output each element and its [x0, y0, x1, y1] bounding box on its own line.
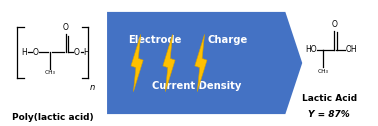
Polygon shape: [163, 34, 175, 92]
Text: Charge: Charge: [207, 35, 247, 45]
Text: H: H: [83, 48, 89, 57]
Text: n: n: [90, 83, 95, 92]
Polygon shape: [131, 34, 143, 92]
Text: Current Density: Current Density: [152, 81, 242, 91]
Text: Lactic Acid: Lactic Acid: [302, 94, 357, 103]
Text: CH₃: CH₃: [318, 69, 328, 74]
Text: OH: OH: [345, 45, 357, 54]
Polygon shape: [195, 34, 207, 92]
Text: HO: HO: [306, 45, 317, 54]
Text: Y = 87%: Y = 87%: [308, 110, 350, 119]
Text: Poly(lactic acid): Poly(lactic acid): [12, 113, 93, 122]
Text: O: O: [63, 23, 69, 32]
Text: H: H: [22, 48, 27, 57]
Text: O: O: [33, 48, 39, 57]
Text: O: O: [74, 48, 80, 57]
Text: Electrode: Electrode: [129, 35, 182, 45]
Polygon shape: [107, 12, 302, 114]
Text: CH₃: CH₃: [45, 70, 56, 75]
Text: O: O: [331, 20, 337, 29]
